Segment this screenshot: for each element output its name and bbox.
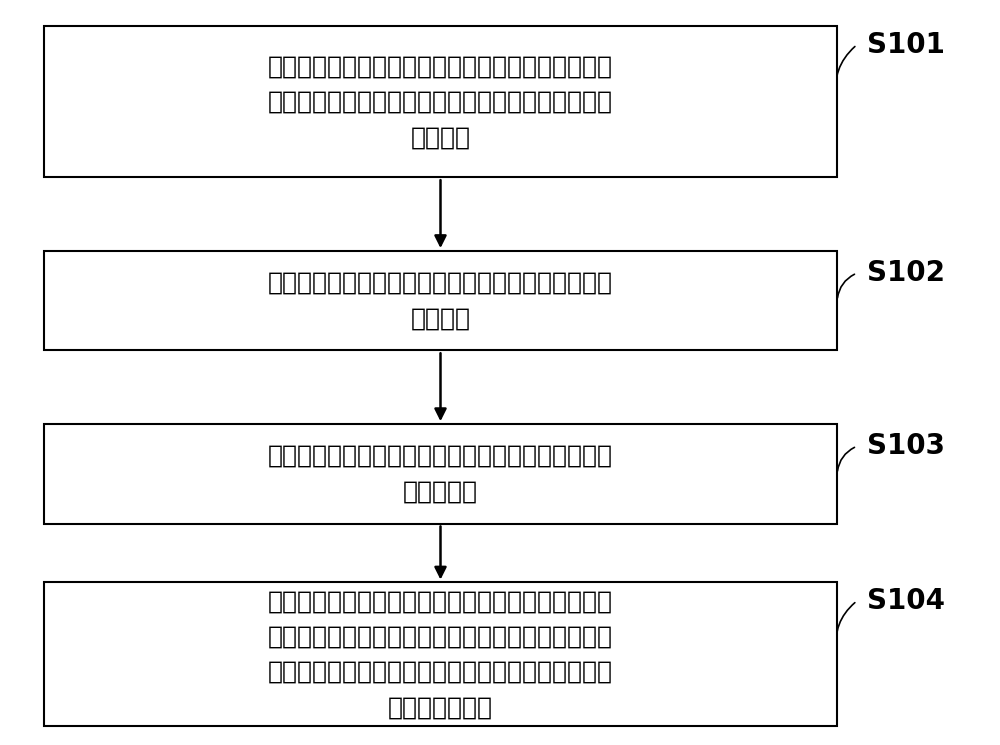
Text: S104: S104 (867, 587, 945, 615)
Text: 所述切片划分功能将所述第一网络切片侧策略发送至
终端设备: 所述切片划分功能将所述第一网络切片侧策略发送至 终端设备 (268, 271, 613, 330)
FancyBboxPatch shape (44, 583, 837, 726)
Text: 所述切片划分功能根据所述切片请求生成第二网络切
片策略，并将所述第二网络切片策略发送至所述终端
设备，以使所述终端设备根据所述第二网络切片策略
执行相应的路由: 所述切片划分功能根据所述切片请求生成第二网络切 片策略，并将所述第二网络切片策略… (268, 589, 613, 720)
Text: S102: S102 (867, 259, 945, 287)
FancyBboxPatch shape (44, 26, 837, 177)
FancyBboxPatch shape (44, 251, 837, 350)
FancyBboxPatch shape (44, 424, 837, 524)
Text: 切片划分功能确定当前系统时间是否处于预设时间段
，如果是，则根据所述时间信息确定对应的第一网络
切片策略: 切片划分功能确定当前系统时间是否处于预设时间段 ，如果是，则根据所述时间信息确定… (268, 54, 613, 149)
Text: 终端设备根据所述第一网络切片策略以及自身参数发
送切片请求: 终端设备根据所述第一网络切片策略以及自身参数发 送切片请求 (268, 444, 613, 504)
Text: S103: S103 (867, 432, 945, 460)
Text: S101: S101 (867, 31, 945, 59)
